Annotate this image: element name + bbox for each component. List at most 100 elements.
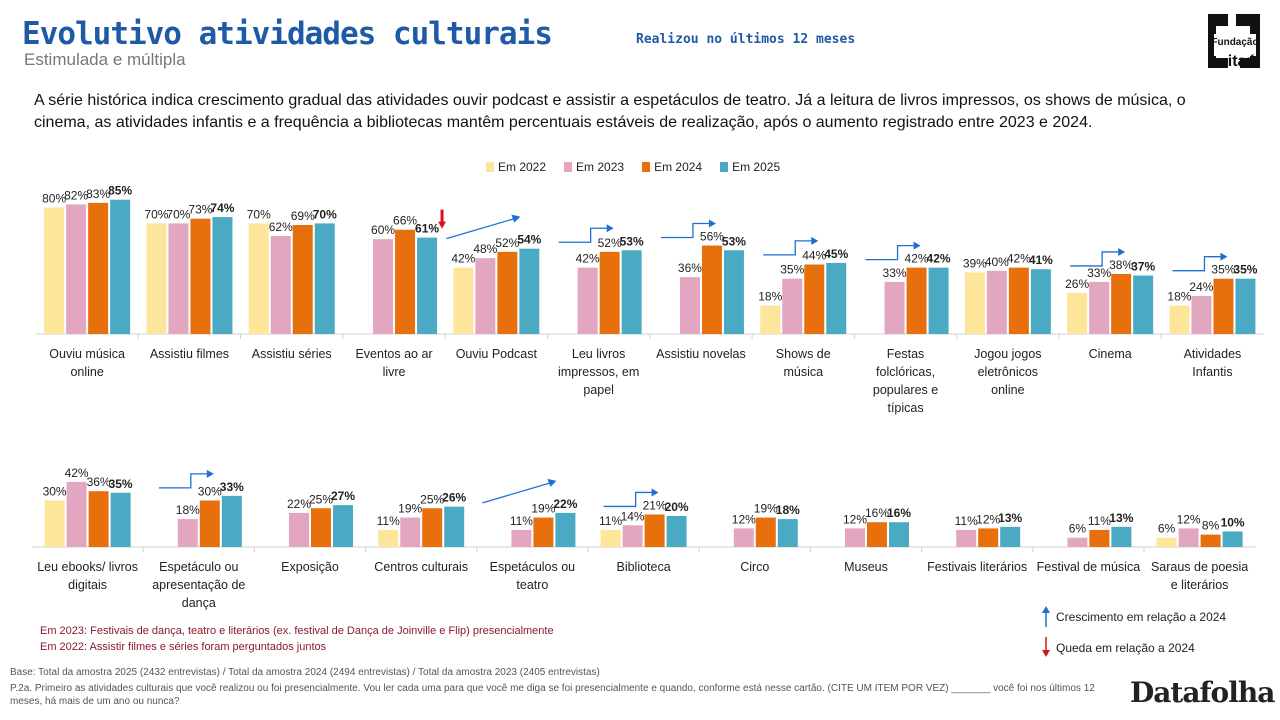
category-label: Infantis <box>1192 365 1232 379</box>
data-label: 21% <box>643 498 667 512</box>
category-label: digitais <box>68 578 107 592</box>
data-label: 18% <box>176 503 200 517</box>
data-label: 11% <box>510 514 533 528</box>
summary-text: A série histórica indica crescimento gra… <box>34 92 1186 131</box>
data-label: 60% <box>371 223 395 237</box>
data-label: 52% <box>495 236 519 250</box>
growth-step-arrow <box>558 227 607 243</box>
bar-em-2025 <box>889 522 909 547</box>
data-label: 83% <box>86 187 110 201</box>
arrow-head-icon <box>811 236 819 245</box>
data-label: 14% <box>621 509 645 523</box>
data-label: 11% <box>377 514 400 528</box>
key-growth-label: Crescimento em relação a 2024 <box>1056 610 1227 624</box>
data-label: 42% <box>576 252 600 266</box>
base-text: Base: Total da amostra 2025 (2432 entrev… <box>10 667 600 678</box>
category-label: Circo <box>740 560 769 574</box>
data-label: 35% <box>1211 263 1235 277</box>
data-label: 11% <box>599 514 622 528</box>
category-label: música <box>783 365 823 379</box>
category-label: Festas <box>887 347 925 361</box>
bar-em-2023 <box>577 267 598 334</box>
bar-em-2024 <box>292 224 313 334</box>
data-label: 35% <box>780 263 804 277</box>
category-label: Leu livros <box>572 347 626 361</box>
category-label: online <box>991 383 1024 397</box>
arrow-head-icon <box>547 478 557 487</box>
data-label: 41% <box>1029 253 1053 267</box>
data-label: 61% <box>415 222 439 236</box>
data-label: 33% <box>883 266 907 280</box>
bar-em-2024 <box>497 251 518 334</box>
data-label: 10% <box>1221 516 1245 530</box>
bar-em-2023 <box>733 528 754 547</box>
bar-em-2023 <box>289 512 309 547</box>
category-label: Eventos ao ar <box>355 347 432 361</box>
data-label: 6% <box>1158 522 1176 536</box>
legend-label: Em 2025 <box>732 160 781 174</box>
question-text: P.2a. Primeiro as atividades culturais q… <box>10 683 1095 707</box>
bar-em-2022 <box>378 529 399 547</box>
data-label: 36% <box>87 475 111 489</box>
data-label: 73% <box>188 203 212 217</box>
bar-em-2025 <box>1111 526 1132 547</box>
bar-em-2024 <box>311 508 331 547</box>
arrow-head-icon <box>511 214 521 223</box>
bar-em-2023 <box>845 528 865 547</box>
bar-em-2023 <box>884 281 905 334</box>
bar-em-2022 <box>248 223 269 334</box>
bar-em-2022 <box>146 223 167 334</box>
bar-em-2023 <box>679 277 700 334</box>
data-label: 42% <box>451 252 475 266</box>
data-label: 35% <box>109 477 133 491</box>
bar-em-2022 <box>760 305 781 334</box>
data-label: 35% <box>1233 263 1257 277</box>
bar-em-2025 <box>1235 278 1256 334</box>
category-label: Saraus de poesia <box>1151 560 1248 574</box>
bar-em-2024 <box>199 500 220 547</box>
svg-text:Fundação: Fundação <box>1211 37 1258 48</box>
data-label: 26% <box>1065 277 1089 291</box>
bar-em-2024 <box>395 229 416 334</box>
data-label: 42% <box>927 252 951 266</box>
category-label: Jogou jogos <box>974 347 1041 361</box>
data-label: 70% <box>144 207 168 221</box>
decline-arrow-icon <box>1042 637 1050 657</box>
bar-chart-row-1: 80%82%83%85%Ouviu músicaonline70%70%73%7… <box>36 184 1264 415</box>
data-label: 12% <box>843 512 867 526</box>
note-2022: Em 2022: Assistir filmes e séries foram … <box>40 641 327 653</box>
bar-em-2023 <box>986 270 1007 334</box>
bar-chart-row-2: 30% 42%36%35% Leu ebooks/ livros digitais 18… <box>32 466 1256 610</box>
data-label: 40% <box>985 255 1009 269</box>
data-label: 74% <box>210 201 234 215</box>
bar-em-2025 <box>444 506 465 547</box>
bar-em-2025 <box>221 495 242 547</box>
bar-em-2024 <box>533 517 554 547</box>
bar-em-2023 <box>373 239 394 334</box>
data-label: 42% <box>1007 252 1031 266</box>
arrow-head-icon <box>708 219 716 228</box>
legend-swatch <box>564 162 573 172</box>
category-label: Assistiu séries <box>252 347 332 361</box>
bar-em-2025 <box>110 199 131 334</box>
bar-em-2022 <box>1067 292 1088 334</box>
bar-em-2022 <box>1169 305 1190 334</box>
bar-em-2025 <box>1133 275 1154 334</box>
category-label: Assistiu filmes <box>150 347 229 361</box>
bar-em-2023 <box>622 525 643 547</box>
data-label: 19% <box>754 502 778 516</box>
category-label: Ouviu música <box>49 347 125 361</box>
bar-em-2024 <box>867 522 887 547</box>
bar-em-2025 <box>928 267 949 334</box>
bar-em-2022 <box>964 272 985 334</box>
bar-em-2022 <box>453 267 474 334</box>
data-label: 12% <box>732 512 756 526</box>
category-label: populares e <box>873 383 938 397</box>
data-label: 22% <box>287 497 311 511</box>
legend-item-2025: Em 2025 <box>720 160 780 174</box>
bar-em-2024 <box>190 218 211 334</box>
data-label: 11% <box>1088 514 1111 528</box>
bar-em-2023 <box>270 236 291 334</box>
title-qualifier: Realizou no últimos 12 meses <box>636 32 856 47</box>
data-label: 54% <box>517 233 541 247</box>
